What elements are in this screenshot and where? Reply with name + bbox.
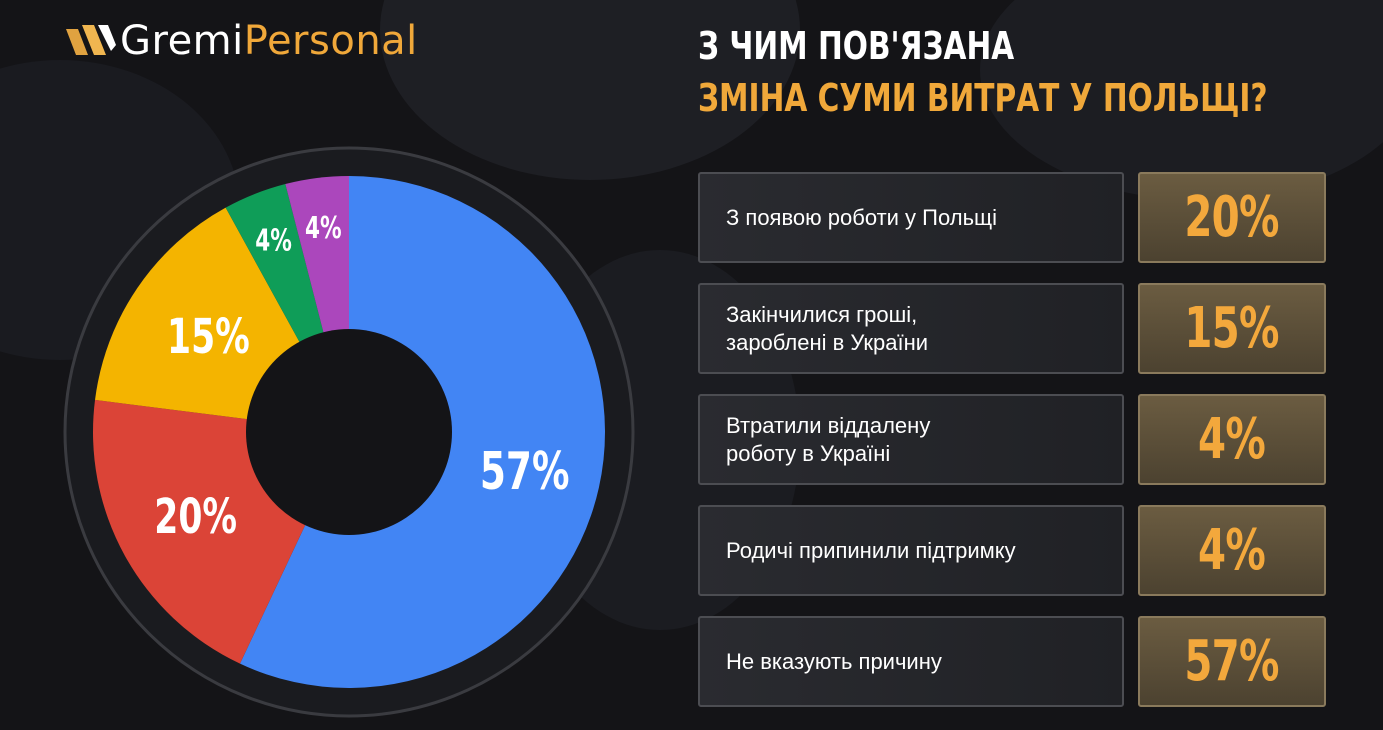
answer-percent: 20%	[1184, 185, 1280, 250]
answer-percent: 15%	[1184, 296, 1280, 361]
slice-label-4: 4%	[255, 224, 292, 258]
answer-row: Родичі припинили підтримку 4%	[698, 505, 1326, 600]
brand-name-part2: Personal	[243, 18, 418, 64]
answer-percent: 4%	[1198, 407, 1266, 472]
answer-row: З появою роботи у Польщі 20%	[698, 172, 1326, 267]
answer-percent-box: 57%	[1138, 616, 1326, 707]
logo-mark-icon	[66, 25, 116, 55]
title-line-2: ЗМІНА СУМИ ВИТРАТ У ПОЛЬЩІ?	[698, 76, 1268, 120]
answer-label: Не вказують причину	[698, 616, 1124, 707]
answer-percent: 4%	[1198, 518, 1266, 583]
answer-label: Родичі припинили підтримку	[698, 505, 1124, 596]
answer-label: З появою роботи у Польщі	[698, 172, 1124, 263]
answer-row: Не вказують причину 57%	[698, 616, 1326, 711]
answer-percent-box: 4%	[1138, 394, 1326, 485]
slice-label-2: 20%	[154, 488, 237, 544]
slice-label-5: 4%	[305, 211, 342, 245]
answer-row: Закінчилися гроші, зароблені в України 15…	[698, 283, 1326, 378]
brand-logo: GremiPersonal	[64, 16, 418, 66]
answer-label: Закінчилися гроші, зароблені в України	[698, 283, 1124, 374]
donut-chart: 57% 20% 15% 4% 4%	[63, 146, 635, 718]
brand-name-part1: Gremi	[120, 18, 244, 64]
answer-percent-box: 4%	[1138, 505, 1326, 596]
title-line-1: З ЧИМ ПОВ'ЯЗАНА	[698, 24, 1015, 68]
answer-percent-box: 15%	[1138, 283, 1326, 374]
answer-row: Втратили віддалену роботу в Україні 4%	[698, 394, 1326, 489]
answer-label: Втратили віддалену роботу в Україні	[698, 394, 1124, 485]
answer-percent-box: 20%	[1138, 172, 1326, 263]
answer-percent: 57%	[1184, 629, 1280, 694]
slice-label-3: 15%	[167, 308, 250, 364]
page-title: З ЧИМ ПОВ'ЯЗАНА ЗМІНА СУМИ ВИТРАТ У ПОЛЬ…	[698, 20, 1268, 124]
chart-hole	[246, 329, 452, 535]
slice-label-1: 57%	[480, 441, 570, 502]
